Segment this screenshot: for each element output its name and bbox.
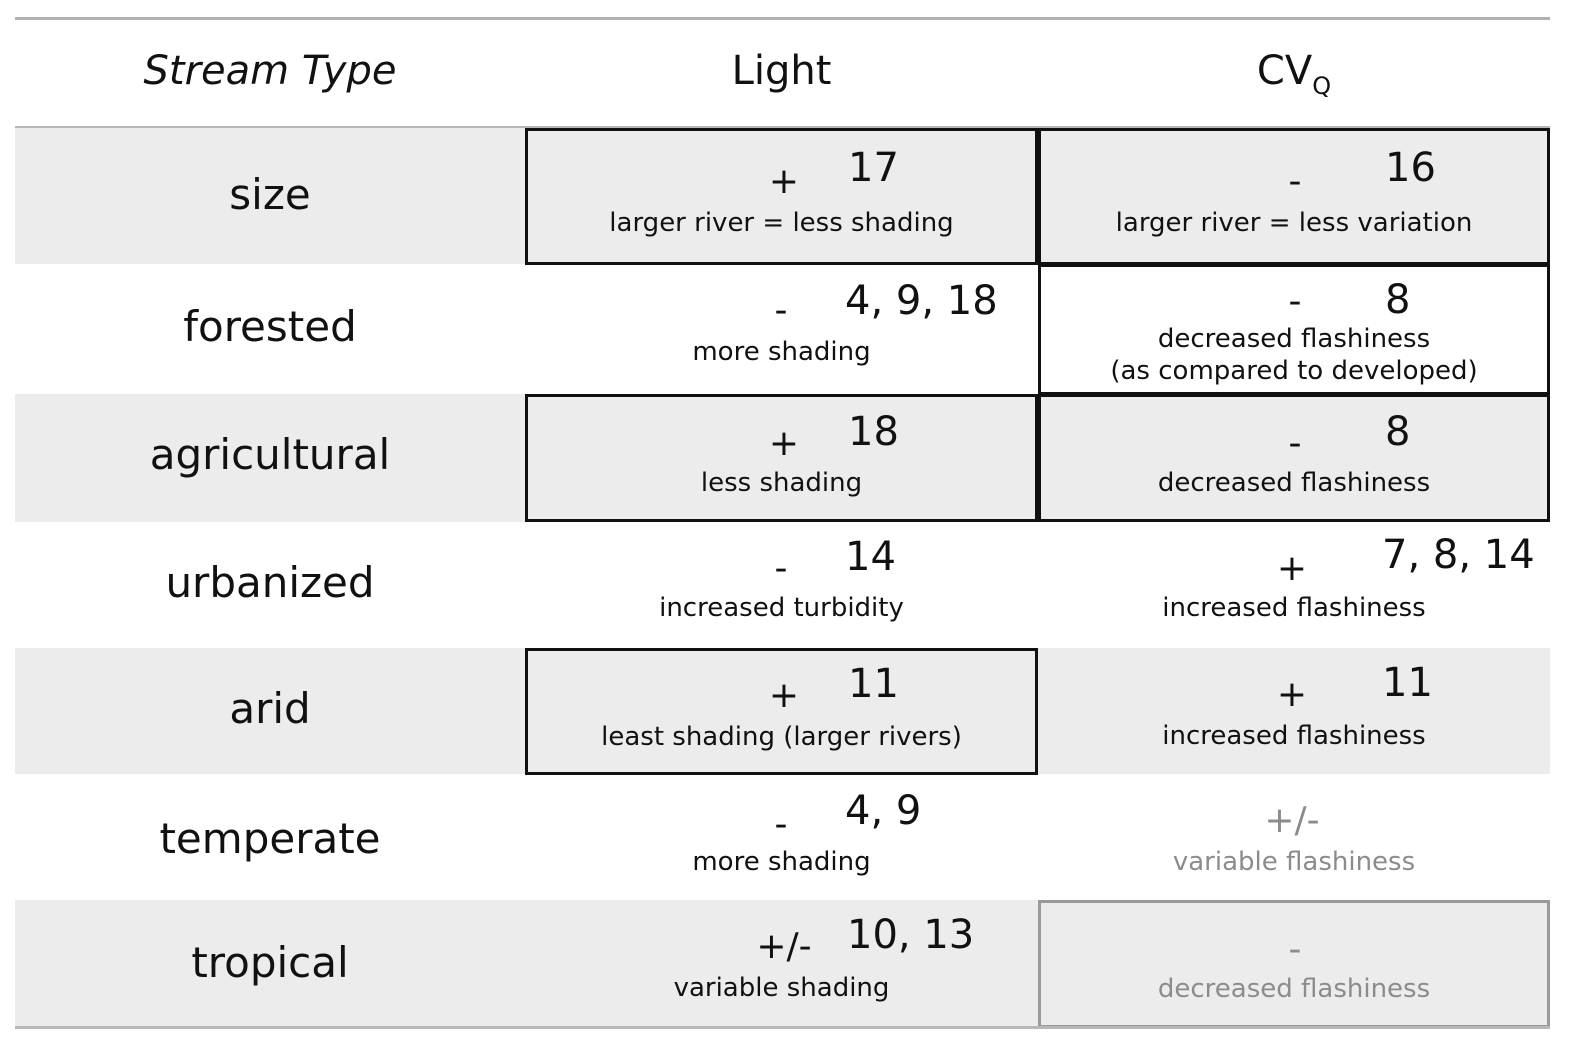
row-label: temperate xyxy=(159,814,381,863)
effect-note: variable shading xyxy=(673,973,890,1003)
table-row-agricultural: agricultural + 18 less shading - 8 decre… xyxy=(15,394,1550,522)
reference-numbers: 18 xyxy=(848,409,899,455)
row-label: urbanized xyxy=(165,558,375,607)
effect-note: more shading xyxy=(692,847,871,877)
light-cell: - 4, 9, 18 more shading xyxy=(525,264,1038,394)
row-label: forested xyxy=(183,302,357,351)
effect-sign: +/- xyxy=(756,926,812,967)
effect-sign: +/- xyxy=(1264,800,1320,841)
effect-note: increased flashiness xyxy=(1162,593,1426,623)
light-cell: - 4, 9 more shading xyxy=(525,774,1038,900)
header-cv-base: CV xyxy=(1256,48,1313,94)
effect-note: least shading (larger rivers) xyxy=(601,722,962,752)
reference-numbers: 14 xyxy=(845,534,896,580)
table-row-forested: forested - 4, 9, 18 more shading - 8 dec… xyxy=(15,264,1550,395)
effect-sign: + xyxy=(1276,674,1308,715)
reference-numbers: 4, 9, 18 xyxy=(845,278,998,324)
cv-cell: + 7, 8, 14 increased flashiness xyxy=(1038,522,1550,648)
effect-sign: - xyxy=(1288,161,1302,202)
cv-cell: +/- variable flashiness xyxy=(1038,774,1550,900)
row-label: agricultural xyxy=(149,430,391,479)
light-cell: + 11 least shading (larger rivers) xyxy=(525,648,1038,775)
header-stream-type: Stream Type xyxy=(143,48,397,94)
effect-note: less shading xyxy=(700,468,863,498)
header-light: Light xyxy=(731,48,832,94)
light-cell: +/- 10, 13 variable shading xyxy=(525,900,1038,1026)
table-row-urbanized: urbanized - 14 increased turbidity + 7, … xyxy=(15,522,1550,648)
effect-sign: - xyxy=(1288,423,1302,464)
light-cell: + 17 larger river = less shading xyxy=(525,128,1038,265)
effect-sign: + xyxy=(768,423,800,464)
cv-cell: - 8 decreased flashiness (as compared to… xyxy=(1038,264,1550,395)
cv-cell: - 16 larger river = less variation xyxy=(1038,128,1550,265)
effect-note-detail: (as compared to developed) xyxy=(1110,356,1478,386)
header-cv-subscript: Q xyxy=(1312,72,1332,100)
row-label: arid xyxy=(229,684,311,733)
reference-numbers: 11 xyxy=(848,661,899,707)
effect-note: more shading xyxy=(692,337,871,367)
reference-numbers: 17 xyxy=(848,145,899,191)
effect-sign: - xyxy=(1288,281,1302,322)
cv-cell: - 8 decreased flashiness xyxy=(1038,394,1550,522)
table-row-arid: arid + 11 least shading (larger rivers) … xyxy=(15,648,1550,775)
cv-cell: + 11 increased flashiness xyxy=(1038,648,1550,774)
light-cell: - 14 increased turbidity xyxy=(525,522,1038,648)
cv-cell: - decreased flashiness xyxy=(1038,900,1550,1028)
effect-note: larger river = less variation xyxy=(1115,208,1473,238)
reference-numbers: 8 xyxy=(1385,409,1411,455)
effect-note: increased flashiness xyxy=(1162,721,1426,751)
reference-numbers: 10, 13 xyxy=(847,912,975,958)
effect-note: larger river = less shading xyxy=(609,208,954,238)
effect-sign: + xyxy=(768,675,800,716)
effect-note: decreased flashiness xyxy=(1157,468,1431,498)
effect-sign: - xyxy=(1288,929,1302,970)
top-rule xyxy=(15,17,1550,20)
bottom-rule xyxy=(15,1026,1550,1029)
row-label: tropical xyxy=(191,938,349,987)
effect-note: increased turbidity xyxy=(659,593,904,623)
table-row-tropical: tropical +/- 10, 13 variable shading - d… xyxy=(15,900,1550,1028)
reference-numbers: 8 xyxy=(1385,277,1411,323)
header-rule xyxy=(15,126,1550,129)
table-row-temperate: temperate - 4, 9 more shading +/- variab… xyxy=(15,774,1550,900)
effect-sign: - xyxy=(774,548,788,589)
header-cvq: CVQ xyxy=(1038,48,1550,100)
effect-sign: - xyxy=(774,290,788,331)
table-row-size: size + 17 larger river = less shading - … xyxy=(15,128,1550,265)
reference-numbers: 16 xyxy=(1385,145,1436,191)
effect-note: variable flashiness xyxy=(1172,847,1416,877)
effect-sign: + xyxy=(768,161,800,202)
reference-numbers: 11 xyxy=(1382,660,1433,706)
light-cell: + 18 less shading xyxy=(525,394,1038,522)
reference-numbers: 7, 8, 14 xyxy=(1382,532,1535,578)
effect-note: decreased flashiness xyxy=(1157,324,1431,354)
row-label: size xyxy=(229,170,311,219)
effect-sign: - xyxy=(774,804,788,845)
reference-numbers: 4, 9 xyxy=(845,788,922,834)
effect-sign: + xyxy=(1276,548,1308,589)
effect-note: decreased flashiness xyxy=(1157,974,1431,1004)
